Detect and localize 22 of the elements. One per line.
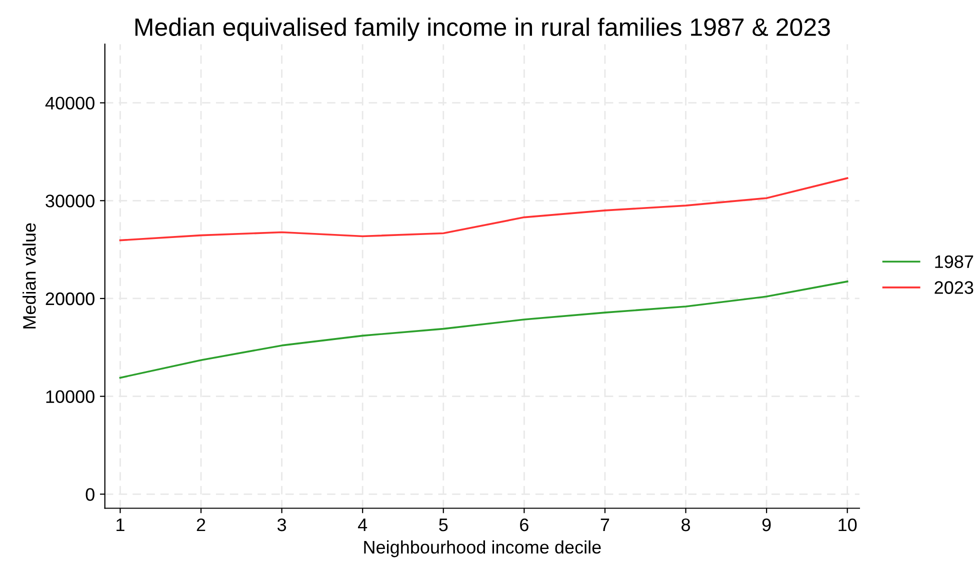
legend-label: 1987 xyxy=(935,255,974,268)
x-tick-label: 9 xyxy=(762,518,771,532)
x-tick-label: 4 xyxy=(358,518,368,532)
y-axis-title: Median value xyxy=(22,223,36,328)
x-tick-label: 10 xyxy=(838,518,857,532)
y-tick-label: 0 xyxy=(86,488,94,501)
x-tick-label: 7 xyxy=(600,518,610,532)
y-tick-label: 30000 xyxy=(46,194,94,208)
line-series xyxy=(119,177,848,242)
x-tick-label: 6 xyxy=(520,518,528,532)
legend-label: 2023 xyxy=(934,281,974,294)
x-tick-label: 5 xyxy=(439,518,448,532)
line-series xyxy=(119,280,848,379)
y-tick-label: 10000 xyxy=(46,390,94,404)
y-tick-label: 40000 xyxy=(45,96,94,110)
x-tick-label: 8 xyxy=(682,518,690,532)
y-tick-label: 20000 xyxy=(46,292,94,306)
x-tick-label: 2 xyxy=(196,518,206,532)
x-tick-label: 3 xyxy=(277,518,286,532)
x-axis-title: Neighbourhood income decile xyxy=(364,540,601,558)
chart-title: Median equivalised family income in rural families 1987 & 2023 xyxy=(135,18,830,41)
x-tick-label: 1 xyxy=(116,518,124,532)
